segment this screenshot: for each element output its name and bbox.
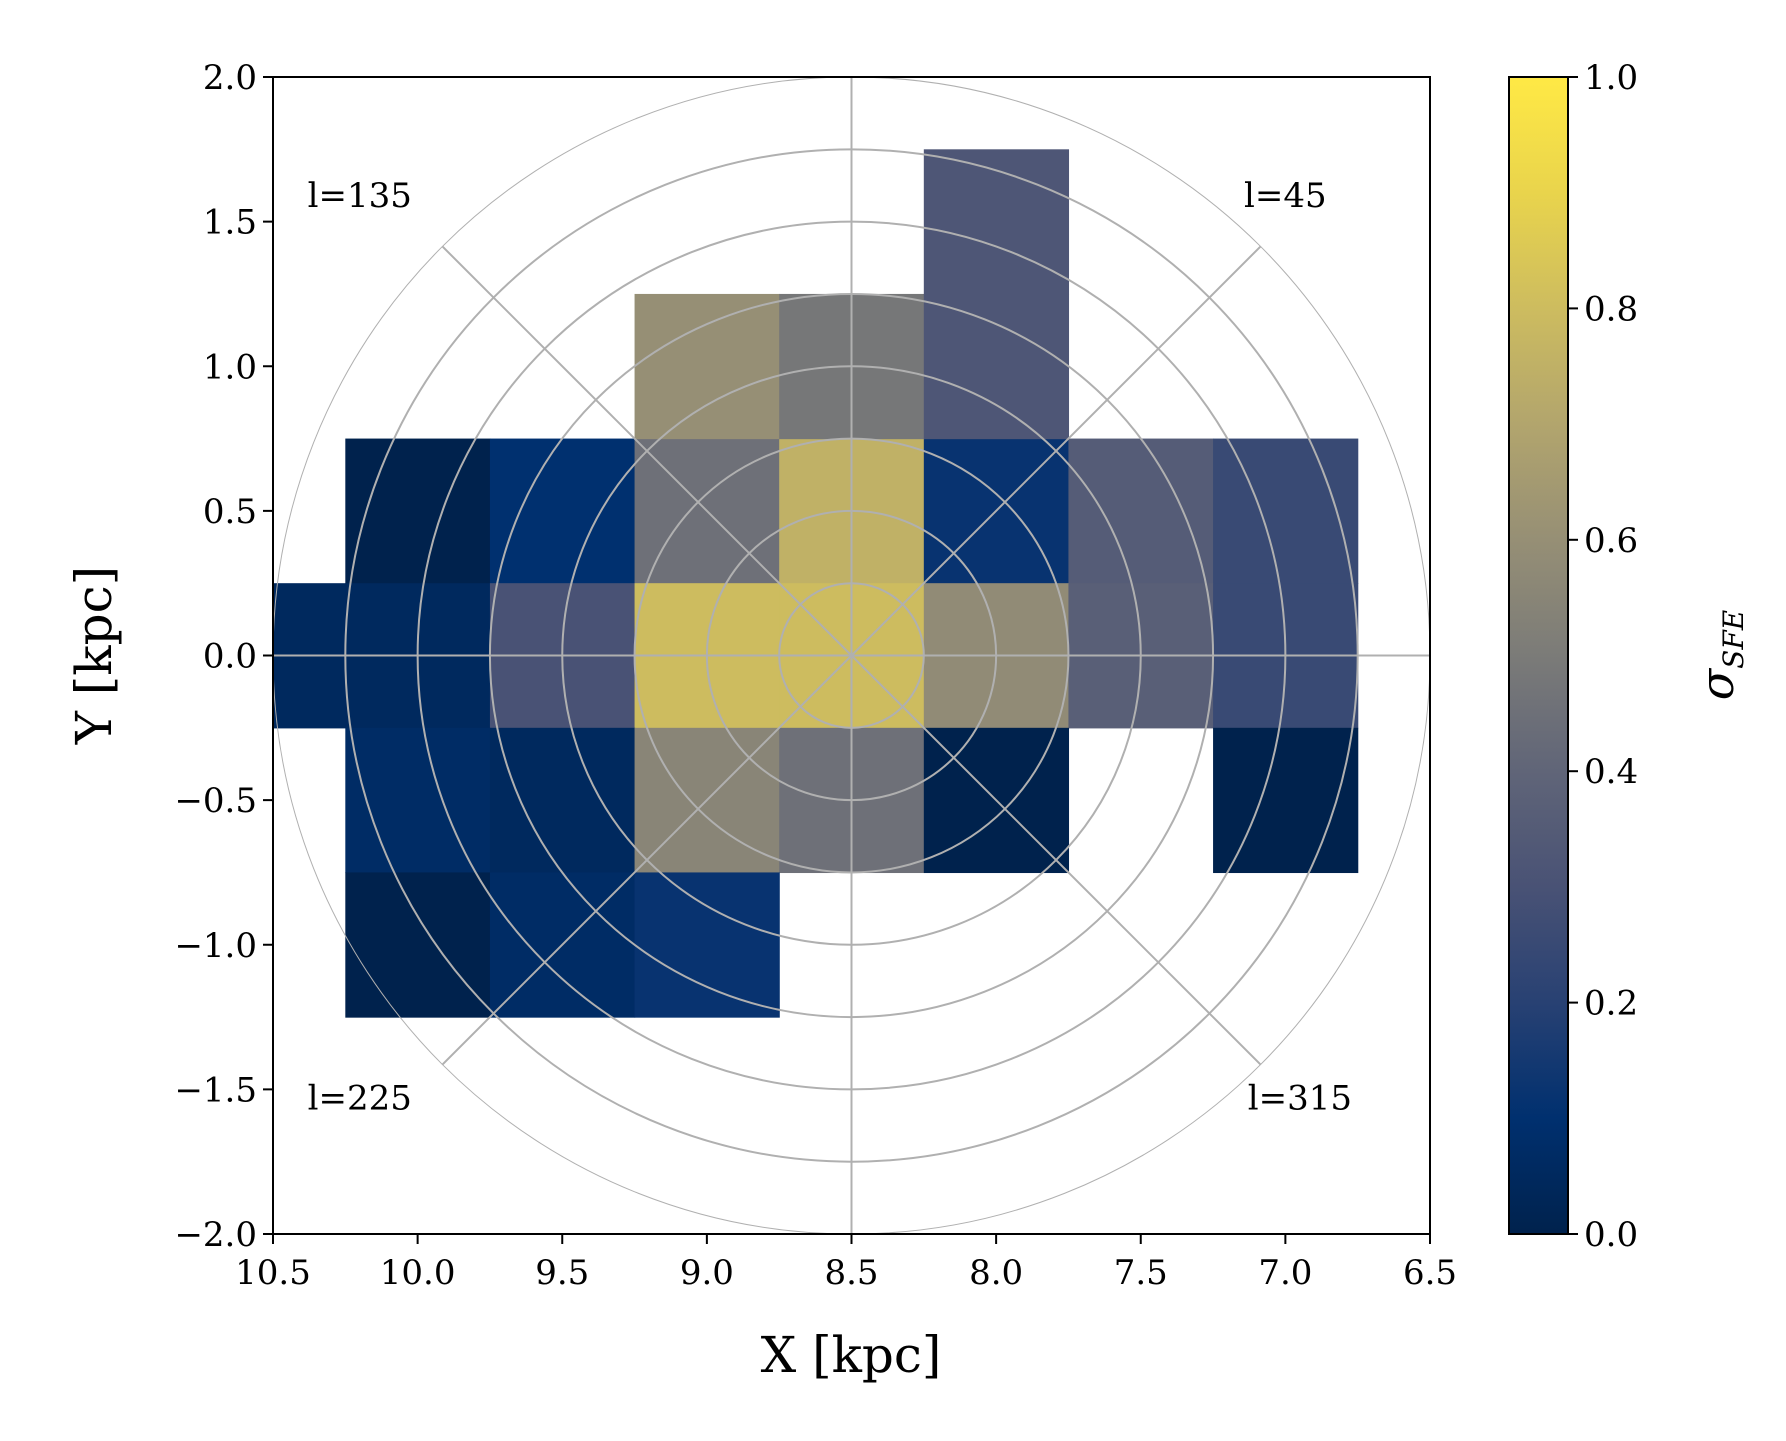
x-tick-label: 10.0 [380, 1253, 456, 1293]
annotation-l-135: l=135 [308, 176, 412, 216]
heatmap-cell-7 [1213, 438, 1359, 584]
x-axis-ticks: 10.5 10.0 9.5 9.0 8.5 8.0 7.5 7.0 6.5 [235, 1234, 1457, 1293]
colorbar-label: σSFE [1690, 610, 1750, 700]
x-tick-label: 9.0 [680, 1253, 734, 1293]
colorbar-tick-label: 0.2 [1584, 984, 1638, 1024]
colorbar-tick-label: 0.0 [1584, 1215, 1638, 1255]
x-tick-label: 10.5 [235, 1253, 311, 1293]
y-tick-label: −2.0 [174, 1215, 257, 1255]
x-axis-label: X [kpc] [761, 1326, 942, 1384]
heatmap-cells [273, 149, 1359, 1018]
colorbar [1508, 76, 1569, 1235]
longitude-annotations: l=135 l=45 l=225 l=315 [308, 176, 1352, 1118]
x-tick-label: 8.0 [969, 1253, 1023, 1293]
x-tick-label: 7.5 [1114, 1253, 1168, 1293]
x-tick-label: 9.5 [535, 1253, 589, 1293]
heatmap-cell-25 [345, 872, 491, 1018]
heatmap-cell-10 [923, 293, 1070, 440]
heatmap-cell-6 [1068, 438, 1214, 584]
colorbar-ticks: 0.0 0.2 0.4 0.6 0.8 1.0 [1568, 58, 1638, 1255]
y-tick-label: 1.0 [203, 347, 257, 387]
y-tick-label: 0.5 [203, 492, 257, 532]
heatmap-cell-11 [923, 149, 1070, 295]
grid-spoke-225 [441, 654, 853, 1066]
colorbar-label-symbol: σ [1690, 667, 1744, 700]
colorbar-tick-label: 0.8 [1584, 289, 1638, 329]
annotation-l-315: l=315 [1248, 1079, 1352, 1119]
y-axis-ticks: 2.0 1.5 1.0 0.5 0.0 −0.5 −1.0 −1.5 −2.0 [174, 58, 273, 1255]
grid-spoke-135 [441, 245, 853, 657]
x-tick-label: 6.5 [1403, 1253, 1457, 1293]
y-tick-label: 1.5 [203, 203, 257, 243]
grid-spoke-315 [850, 654, 1262, 1066]
heatmap-cell-19 [345, 727, 491, 874]
annotation-l-45: l=45 [1244, 176, 1327, 216]
heatmap-cell-2 [489, 438, 636, 584]
y-tick-label: 2.0 [203, 58, 257, 98]
heatmap-cell-1 [345, 438, 491, 584]
colorbar-tick-label: 1.0 [1584, 58, 1638, 98]
heatmap-cell-27 [634, 872, 780, 1018]
colorbar-tick-label: 0.4 [1584, 752, 1638, 792]
annotation-l-225: l=225 [308, 1079, 412, 1119]
y-tick-label: −1.5 [174, 1070, 257, 1110]
x-tick-label: 8.5 [824, 1253, 878, 1293]
y-tick-label: 0.0 [203, 637, 257, 677]
heatmap-cell-24 [1213, 727, 1359, 874]
y-axis-label: Y [kpc] [65, 566, 123, 745]
y-tick-label: −0.5 [174, 781, 257, 821]
colorbar-label-subscript: SFE [1717, 610, 1750, 669]
colorbar-tick-label: 0.6 [1584, 521, 1638, 561]
y-tick-label: −1.0 [174, 926, 257, 966]
heatmap-cell-20 [489, 727, 636, 874]
heatmap-cell-8 [634, 293, 780, 440]
polar-grid [273, 77, 1430, 1234]
x-tick-label: 7.0 [1258, 1253, 1312, 1293]
grid-spoke-45 [850, 245, 1262, 657]
